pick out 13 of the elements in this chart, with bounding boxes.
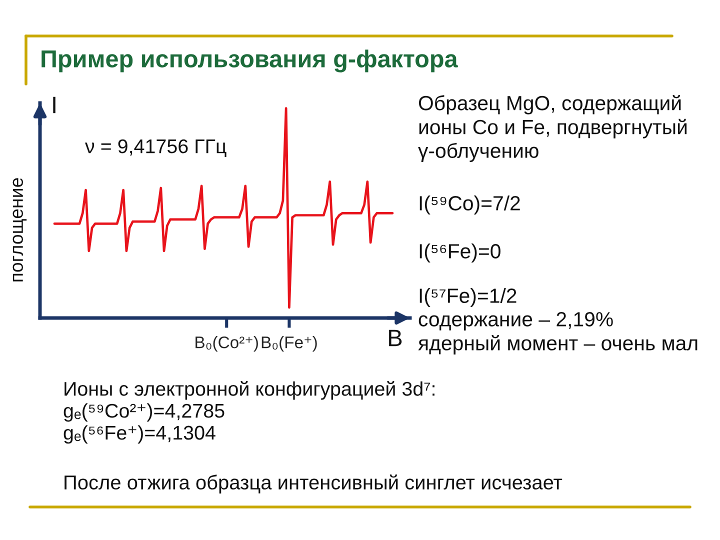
text: После отжига образца интенсивный синглет исчезает	[64, 474, 562, 494]
chart-title: Пример использования g-фактора	[42, 50, 458, 72]
x-tick-label: B₀(Co²⁺)	[196, 336, 258, 352]
annotation: I	[53, 96, 56, 114]
text: Ионы с электронной конфигурацией 3d⁷: gₑ(⁵⁹Co²⁺)=4,2785 gₑ(⁵⁶Fe⁺)=4,1304	[64, 381, 434, 444]
text: I(⁵⁷Fe)=1/2 содержание – 2,19% ядерный момент – очень мал	[418, 288, 698, 354]
text: I(⁵⁹Co)=7/2	[420, 195, 520, 215]
x-axis-title: B	[389, 330, 402, 346]
text: Образец MgO, содержащий ионы Co и Fe, подвергнутый γ-облучению	[418, 95, 687, 162]
annotation: ν = 9,41756 ГГц	[85, 139, 226, 158]
y-axis-title: поглощение	[12, 178, 27, 282]
x-tick-label: B₀(Fe⁺)	[262, 336, 317, 352]
text: I(⁵⁶Fe)=0	[420, 243, 500, 263]
